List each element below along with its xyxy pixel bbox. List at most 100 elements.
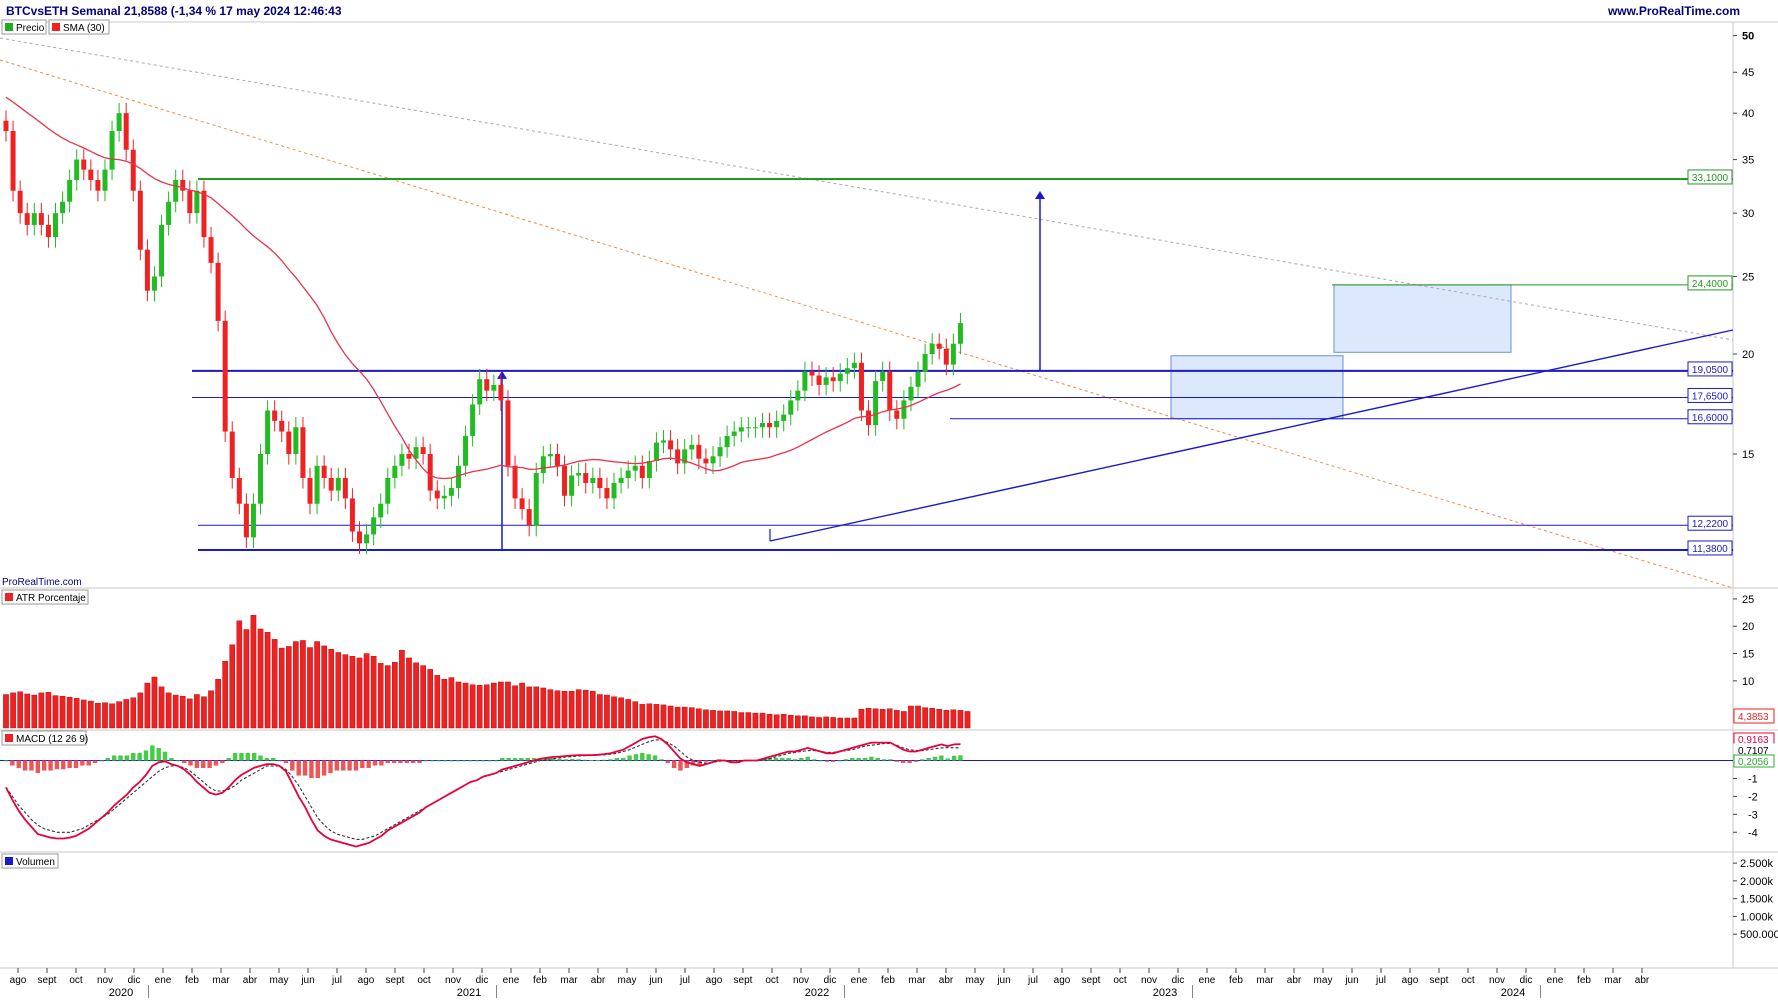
candle: [491, 384, 497, 391]
x-tick-label: mar: [560, 975, 578, 986]
candle: [759, 422, 765, 428]
x-axis: ago sept oct nov dic ene feb mar abr may jun jul ago…: [10, 968, 1650, 999]
candle: [809, 371, 815, 376]
candle: [816, 375, 822, 385]
level-label-box-6: [1687, 540, 1733, 556]
macd-hist-bar: [321, 760, 327, 776]
macd-hist-bar: [353, 760, 359, 771]
atr-bar: [349, 656, 356, 729]
macd-hist-bar: [551, 757, 556, 761]
macd-hist-bar: [900, 760, 906, 764]
candle: [505, 400, 511, 466]
macd-hist-bar: [379, 760, 384, 766]
atr-bar: [901, 711, 907, 729]
macd-hist-bar: [341, 760, 346, 771]
candle: [915, 371, 921, 387]
macd-hist-bar: [544, 757, 550, 761]
atr-bar: [434, 675, 441, 729]
candle: [364, 534, 370, 544]
atr-bar: [837, 717, 844, 729]
dashed-resistance-gray: [0, 37, 1734, 341]
macd-hist-bar: [61, 760, 66, 770]
candle: [887, 371, 893, 411]
volume-tick-label: 2.000k: [1740, 876, 1774, 888]
macd-hist-bar: [258, 755, 263, 761]
macd-hist-bar: [398, 760, 403, 764]
candle: [745, 427, 751, 429]
macd-hist-bar: [792, 759, 798, 761]
candle: [52, 213, 58, 238]
x-tick-label: ago: [1054, 975, 1071, 986]
chart-title: BTCvsETH Semanal 21,8588 (-1,34 % 17 may…: [6, 4, 342, 18]
atr-bar: [17, 691, 23, 729]
candle: [448, 488, 454, 496]
x-tick-label: nov: [1489, 975, 1505, 986]
macd-hist-bar: [385, 760, 390, 764]
candle: [873, 381, 879, 426]
x-tick-label: ene: [1199, 975, 1216, 986]
macd-hist-bar: [805, 756, 810, 761]
atr-bar: [674, 706, 681, 729]
candle: [576, 473, 582, 476]
atr-bar: [66, 697, 73, 729]
macd-hist-bar: [920, 759, 925, 761]
candle: [314, 465, 320, 504]
macd-hist-bar: [213, 760, 219, 766]
atr-bar: [151, 676, 158, 729]
atr-bar: [257, 628, 264, 729]
sma-line: [5, 96, 961, 480]
panel-frames: [0, 21, 1778, 969]
atr-last-value: 4,3853: [1738, 712, 1769, 723]
atr-bar: [540, 687, 547, 729]
x-tick-label: dic: [824, 975, 837, 986]
candle: [731, 431, 737, 436]
price-tick-label: 35: [1742, 155, 1754, 167]
candle: [81, 159, 87, 170]
x-tick-label: mar: [1604, 975, 1622, 986]
x-tick-label: sept: [1430, 975, 1449, 986]
year-label: 2024: [1501, 987, 1525, 999]
candle: [321, 465, 327, 478]
candle: [378, 503, 384, 518]
candle: [569, 475, 575, 496]
measured-move-arrow-2-head: [1035, 190, 1045, 199]
atr-bar: [236, 620, 243, 729]
candle: [950, 343, 956, 365]
candle: [463, 435, 469, 466]
macd-hist-bar: [703, 760, 709, 762]
candle: [208, 237, 214, 263]
candle: [554, 453, 560, 466]
atr-bar: [130, 697, 137, 729]
legend-swatch-atr: [5, 593, 13, 601]
atr-bar: [300, 640, 306, 729]
macd-hist-bar: [576, 759, 581, 761]
candle: [67, 180, 73, 202]
macd-hist-bar: [818, 760, 823, 762]
macd-hist-bar: [678, 760, 683, 771]
legend-macd: MACD (12 26 9): [1, 730, 88, 746]
atr-bar: [342, 654, 349, 729]
candle: [597, 477, 603, 489]
candle: [151, 276, 157, 291]
x-tick-label: sept: [386, 975, 405, 986]
volume-y-axis: 2.500k 2.000k 1.500k 1.000k 500.000: [1733, 858, 1778, 941]
atr-bar: [123, 699, 129, 729]
macd-hist-bar: [913, 760, 919, 762]
brand-link[interactable]: www.ProRealTime.com: [1607, 4, 1740, 18]
atr-bar: [795, 715, 801, 729]
candle: [137, 190, 143, 250]
atr-bar: [929, 707, 935, 729]
macd-hist-bar: [283, 760, 289, 764]
atr-bar: [547, 689, 554, 729]
macd-hist-bar: [869, 756, 874, 761]
candle: [625, 470, 631, 478]
level-label-box-0: [1687, 169, 1733, 185]
macd-hist-bar: [582, 759, 588, 761]
candle: [477, 379, 483, 405]
year-label: 2022: [805, 987, 829, 999]
price-tick-label: 25: [1742, 271, 1754, 283]
x-tick-label: oct: [1461, 975, 1475, 986]
candle: [180, 180, 186, 191]
candle: [689, 444, 695, 450]
